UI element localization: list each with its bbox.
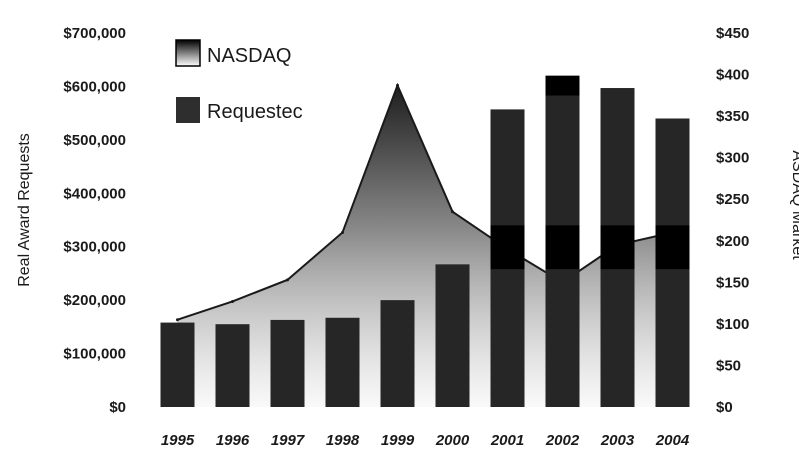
bar-band bbox=[545, 225, 580, 270]
bar-band bbox=[655, 225, 690, 270]
y2-tick-label: $150 bbox=[716, 274, 749, 291]
y-tick-label: $100,000 bbox=[63, 346, 126, 363]
legend-swatch-nasdaq bbox=[175, 39, 201, 67]
legend-label-nasdaq: NASDAQ bbox=[207, 45, 291, 67]
bar bbox=[160, 322, 195, 407]
y-tick-label: $300,000 bbox=[63, 239, 126, 256]
legend-swatch-requestec bbox=[176, 97, 200, 123]
nasdaq-point bbox=[176, 318, 179, 322]
nasdaq-point bbox=[451, 210, 454, 214]
bar-band bbox=[490, 225, 525, 270]
x-tick-label: 2001 bbox=[490, 432, 524, 449]
nasdaq-point bbox=[231, 299, 234, 303]
x-tick-label: 1998 bbox=[326, 432, 360, 449]
nasdaq-line bbox=[177, 82, 673, 321]
x-tick-label: 1996 bbox=[216, 432, 250, 449]
y2-tick-label: $300 bbox=[716, 150, 749, 167]
legend-label-requestec: Requestec bbox=[207, 101, 303, 123]
y2-tick-label: $400 bbox=[716, 67, 749, 84]
bar-cap bbox=[545, 75, 580, 96]
y-tick-label: $700,000 bbox=[63, 25, 126, 42]
x-tick-label: 2003 bbox=[600, 432, 635, 449]
bar bbox=[435, 264, 470, 407]
y-tick-label: $500,000 bbox=[63, 132, 126, 149]
y2-tick-label: $450 bbox=[716, 25, 749, 42]
x-tick-label: 2000 bbox=[435, 432, 470, 449]
y-tick-label: $0 bbox=[109, 399, 126, 416]
y-tick-label: $600,000 bbox=[63, 78, 126, 95]
x-tick-label: 1995 bbox=[161, 432, 195, 449]
y2-tick-label: $350 bbox=[716, 108, 749, 125]
y2-tick-label: $50 bbox=[716, 357, 741, 374]
y2-axis-title: ASDAQ Market bbox=[789, 150, 799, 260]
bar bbox=[215, 324, 250, 407]
y2-tick-label: $100 bbox=[716, 316, 749, 333]
nasdaq-point bbox=[341, 230, 344, 234]
bar bbox=[325, 317, 360, 407]
nasdaq-point bbox=[396, 83, 399, 87]
band-layer bbox=[490, 75, 690, 270]
y-tick-label: $200,000 bbox=[63, 292, 126, 309]
x-tick-label: 2002 bbox=[545, 432, 580, 449]
bar-band bbox=[600, 225, 635, 270]
y2-tick-label: $200 bbox=[716, 233, 749, 250]
x-tick-label: 2004 bbox=[655, 432, 690, 449]
y2-tick-label: $250 bbox=[716, 191, 749, 208]
nasdaq-area-layer bbox=[176, 82, 674, 408]
legend: NASDAQ Requestec bbox=[175, 39, 303, 123]
y2-tick-label: $0 bbox=[716, 399, 733, 416]
x-tick-label: 1999 bbox=[381, 432, 415, 449]
x-tick-label: 1997 bbox=[271, 432, 305, 449]
y-axis-title: Real Award Requests bbox=[16, 133, 33, 287]
tick-layer: $700,000 $600,000 $500,000 $400,000 $300,000… bbox=[63, 25, 749, 449]
nasdaq-area bbox=[177, 85, 673, 408]
bar bbox=[380, 300, 415, 407]
nasdaq-point bbox=[286, 278, 289, 282]
bar bbox=[270, 319, 305, 407]
y-tick-label: $400,000 bbox=[63, 185, 126, 202]
